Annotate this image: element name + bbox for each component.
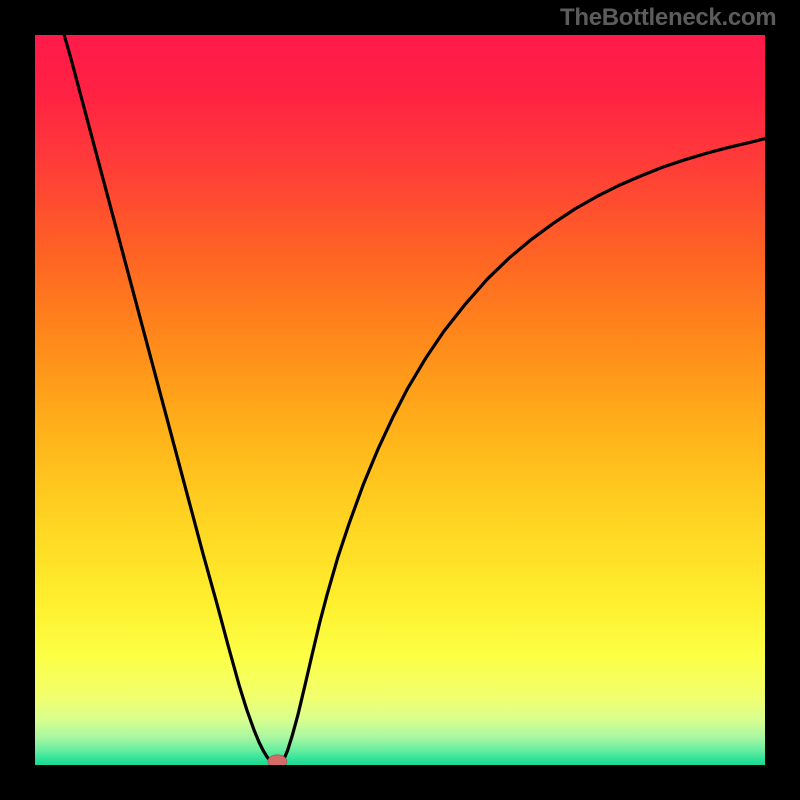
plot-area bbox=[35, 35, 765, 765]
chart-svg bbox=[35, 35, 765, 765]
minimum-marker bbox=[268, 755, 287, 765]
watermark-text: TheBottleneck.com bbox=[560, 4, 776, 32]
